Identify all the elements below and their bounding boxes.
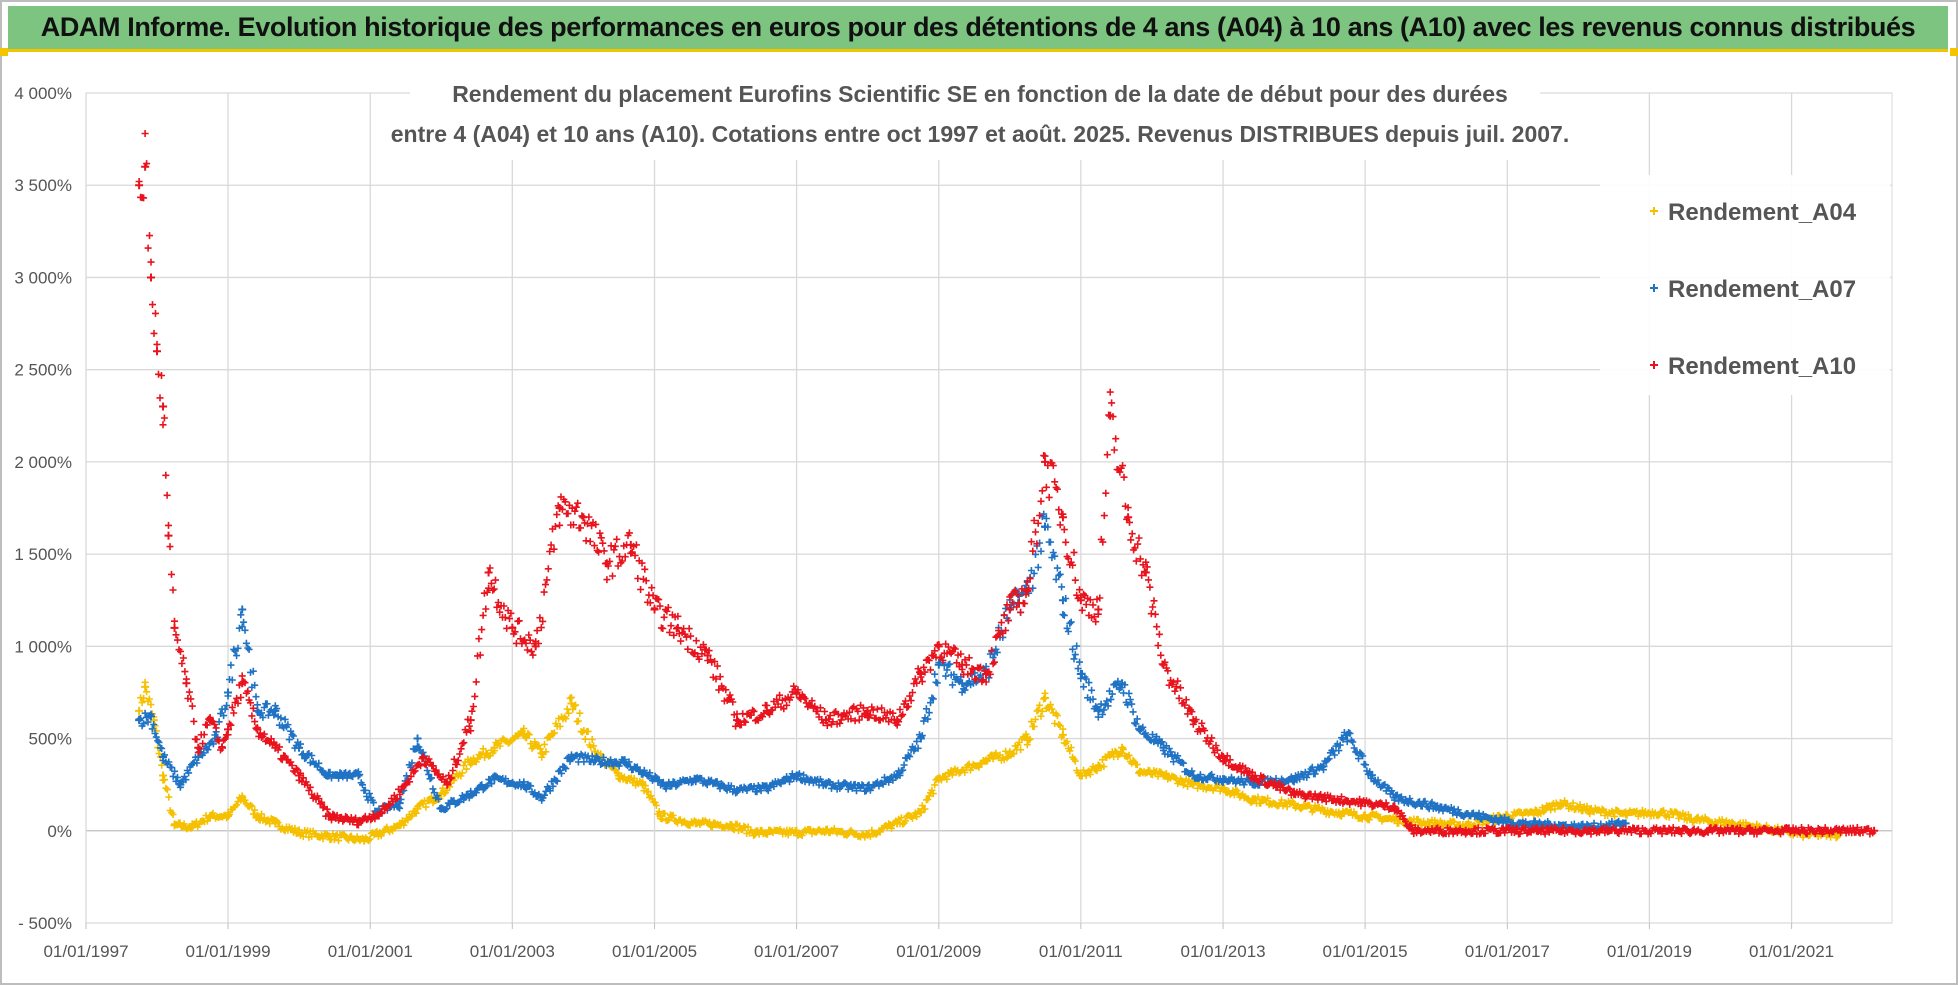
data-point <box>1005 605 1014 614</box>
series-layer <box>135 130 1879 845</box>
legend-label: Rendement_A04 <box>1668 199 1857 226</box>
data-point <box>238 605 247 614</box>
y-tick-label: 2 000% <box>14 453 72 472</box>
series-marker-cloud <box>135 510 1628 834</box>
top-banner: ADAM Informe. Evolution historique des p… <box>8 6 1948 52</box>
data-point <box>153 347 162 356</box>
corner-marker <box>0 48 8 56</box>
data-point <box>164 531 173 540</box>
y-tick-label: 1 000% <box>14 637 72 656</box>
x-tick-label: 01/01/2003 <box>470 942 555 961</box>
legend-marker <box>1650 361 1658 369</box>
y-axis-ticks: 4 000% 3 500% 3 000% 2 500% 2 000% 1 500% 1 00… <box>14 84 72 933</box>
series-marker-cloud <box>135 130 1877 838</box>
x-tick-label: 01/01/1999 <box>185 942 270 961</box>
legend: Rendement_A04 Rendement_A07 Rendement_A10 <box>1600 175 1890 395</box>
x-tick-label: 01/01/2001 <box>328 942 413 961</box>
corner-marker <box>1950 48 1958 56</box>
y-tick-label: 0% <box>47 822 72 841</box>
x-tick-label: 01/01/2009 <box>896 942 981 961</box>
series-rendement-a04 <box>135 678 1843 845</box>
x-tick-label: 01/01/2015 <box>1323 942 1408 961</box>
x-tick-label: 01/01/2021 <box>1749 942 1834 961</box>
x-tick-label: 01/01/2011 <box>1039 942 1123 961</box>
legend-background <box>1600 175 1890 395</box>
series-marker-cloud <box>135 678 1841 845</box>
series-rendement-a10 <box>135 130 1879 838</box>
chart-title-line2: entre 4 (A04) et 10 ans (A10). Cotations… <box>391 121 1570 147</box>
data-point <box>1141 568 1150 577</box>
y-tick-label: 3 000% <box>14 268 72 287</box>
x-tick-label: 01/01/1997 <box>43 942 128 961</box>
y-tick-label: - 500% <box>18 914 72 933</box>
x-tick-label: 01/01/2005 <box>612 942 697 961</box>
title-background <box>410 74 1540 160</box>
y-tick-label: 2 500% <box>14 361 72 380</box>
series-rendement-a07 <box>135 510 1630 834</box>
legend-marker <box>1650 207 1658 215</box>
y-tick-label: 3 500% <box>14 176 72 195</box>
y-tick-label: 1 500% <box>14 545 72 564</box>
legend-label: Rendement_A10 <box>1668 353 1856 380</box>
banner-title: ADAM Informe. Evolution historique des p… <box>40 12 1916 42</box>
data-point <box>413 734 422 743</box>
x-tick-label: 01/01/2019 <box>1607 942 1692 961</box>
legend-marker <box>1650 284 1658 292</box>
x-tick-label: 01/01/2013 <box>1181 942 1266 961</box>
x-axis-ticks: 01/01/1997 01/01/1999 01/01/2001 01/01/2003… <box>43 942 1834 961</box>
data-point <box>484 568 493 577</box>
x-tick-label: 01/01/2017 <box>1465 942 1550 961</box>
data-point <box>170 623 179 632</box>
x-tick-label: 01/01/2007 <box>754 942 839 961</box>
data-point <box>146 273 155 282</box>
y-tick-label: 4 000% <box>14 84 72 103</box>
chart-title-line1: Rendement du placement Eurofins Scientif… <box>452 81 1508 107</box>
legend-label: Rendement_A07 <box>1668 276 1856 303</box>
data-point <box>159 402 168 411</box>
y-tick-label: 500% <box>29 730 72 749</box>
data-point <box>135 706 144 715</box>
